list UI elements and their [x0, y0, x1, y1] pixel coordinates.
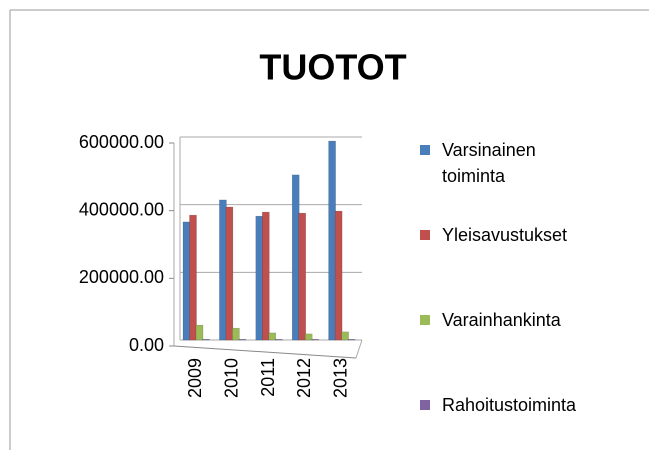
floor-right	[355, 339, 363, 359]
legend-swatch	[420, 315, 430, 325]
legend-label: Rahoitustoiminta	[442, 395, 577, 415]
bar	[262, 211, 270, 341]
x-tick-label: 2010	[221, 358, 241, 398]
legend-swatch	[420, 145, 430, 155]
legend-entry: Yleisavustukset	[420, 222, 640, 248]
legend-label: Varainhankinta	[442, 310, 561, 330]
y-tick-label: 600000.00	[79, 132, 164, 152]
bar	[341, 331, 349, 341]
legend-swatch	[420, 230, 430, 240]
bar	[291, 174, 300, 341]
bar	[304, 333, 313, 341]
legend-entry: Rahoitustoiminta	[420, 392, 640, 418]
x-tick-label: 2013	[331, 358, 351, 398]
bar	[255, 215, 264, 341]
bar	[268, 332, 277, 341]
legend-label: Yleisavustukset	[442, 225, 568, 245]
bar	[275, 339, 283, 341]
bar	[202, 339, 210, 341]
bar	[328, 140, 336, 341]
y-tick-label: 0.00	[129, 335, 164, 355]
chart-title: TUOTOT	[259, 47, 406, 88]
bar	[195, 324, 204, 341]
legend-entry: Varainhankinta	[420, 307, 640, 333]
bar	[219, 199, 227, 341]
legend-label: Varsinainen toiminta	[442, 140, 536, 186]
legend-swatch	[420, 400, 430, 410]
bar	[189, 214, 197, 341]
y-tick-label: 400000.00	[79, 199, 164, 219]
legend-entry: Varsinainen toiminta	[420, 137, 640, 189]
bar	[347, 339, 356, 341]
y-tick-label: 200000.00	[79, 267, 164, 287]
bar	[225, 206, 234, 341]
x-tick-label: 2009	[185, 358, 205, 398]
x-tick-label: 2011	[258, 358, 278, 397]
bar	[238, 339, 247, 341]
bar	[298, 212, 306, 341]
bar	[232, 327, 240, 341]
bar	[311, 339, 319, 341]
bar	[334, 210, 343, 341]
x-tick-label: 2012	[294, 358, 314, 398]
floor-front	[173, 345, 357, 359]
bar	[182, 221, 191, 341]
